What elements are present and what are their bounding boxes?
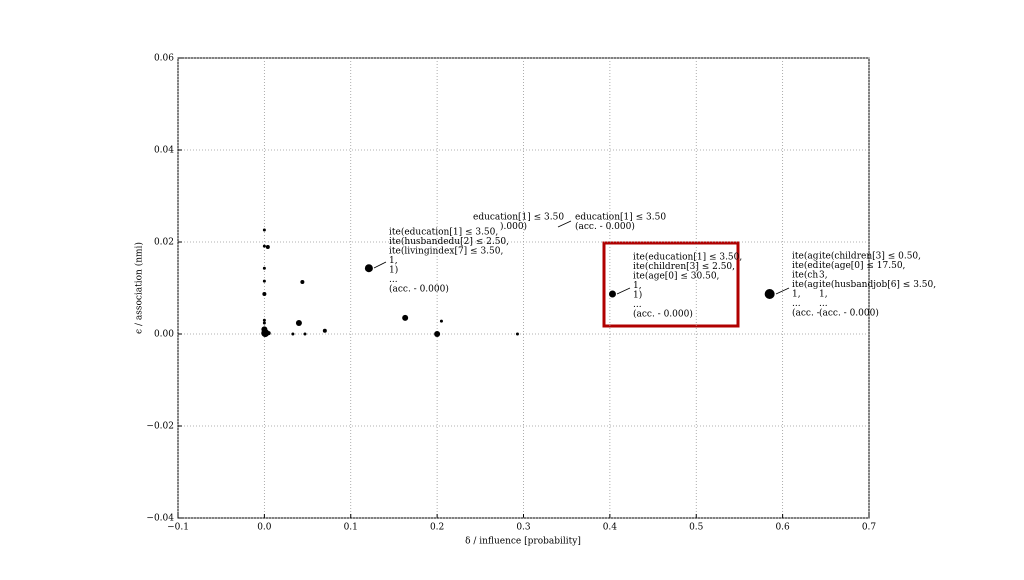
y-axis-label: ϵ / association (nmi) [134, 242, 145, 334]
annotation-text: 1, [633, 281, 642, 291]
scatter-point [402, 314, 409, 321]
scatter-point [439, 319, 443, 323]
x-tick-label: 0.0 [257, 523, 272, 533]
annotation-text: ite(husbandjob[6] ≤ 3.50, [819, 279, 936, 290]
annotation-text: education[1] ≤ 3.50 [473, 213, 564, 223]
annotation-text: ).000) [500, 221, 527, 232]
annotation-text: education[1] ≤ 3.50 [575, 213, 666, 223]
annotation-text: ite(husbandedu[2] ≤ 2.50, [389, 236, 509, 247]
scatter-point [322, 328, 327, 333]
y-tick-label: 0.06 [154, 54, 174, 64]
annotation-text: (acc. - 0.000) [575, 221, 635, 232]
annotation-text: ite(ag [792, 251, 819, 262]
scatter-point [262, 318, 266, 322]
annotation-text: (acc. - 0.000) [819, 308, 879, 319]
scatter-point [266, 331, 271, 336]
annotation-text: ite(age[0] ≤ 17.50, [819, 260, 905, 271]
y-tick-label: −0.04 [146, 514, 174, 524]
annotation-arrow [775, 287, 790, 295]
scatter-point [364, 264, 373, 273]
annotation-text: 1, [792, 290, 801, 300]
scatter-point [295, 319, 302, 326]
annotation-text: ite(age[0] ≤ 30.50, [633, 271, 719, 282]
x-tick-label: 0.4 [603, 523, 618, 533]
y-tick-label: 0.04 [154, 146, 174, 156]
annotation-text: ite(education[1] ≤ 3.50, [389, 227, 498, 238]
scatter-point [764, 288, 775, 299]
annotation-text: 1, [389, 256, 398, 266]
annotation-text: ite(education[1] ≤ 3.50, [633, 252, 742, 263]
annotation-text: (acc. - 0.000) [633, 309, 693, 320]
x-tick-label: 0.5 [689, 523, 704, 533]
annotation-text: (acc. - 0.000) [389, 284, 449, 295]
scatter-point [291, 332, 295, 336]
annotation-arrow [616, 287, 631, 295]
scatter-point [303, 332, 307, 336]
y-tick-label: −0.02 [146, 422, 174, 432]
annotation-text: ... [389, 275, 398, 285]
scatter-point [434, 331, 441, 337]
annotation-arrow [557, 220, 572, 228]
scatter-point [608, 290, 616, 298]
x-tick-label: 0.7 [862, 523, 877, 533]
annotation-text: ... [819, 299, 828, 309]
annotation-text: ... [792, 299, 801, 309]
scatter-point [261, 329, 270, 338]
annotation-text: ite(ed [792, 260, 819, 271]
scatter-point [262, 279, 266, 283]
annotation-text: (acc. - [792, 308, 820, 319]
annotation-text: ite(ag [792, 279, 819, 290]
scatter-point [262, 244, 266, 248]
scatter-point [262, 291, 267, 296]
x-tick-label: 0.2 [430, 523, 444, 533]
annotation-text: 1) [389, 265, 398, 276]
scatter-point [262, 228, 266, 232]
annotation-text: ite(livingindex[7] ≤ 3.50, [389, 246, 503, 257]
y-tick-label: 0.00 [154, 330, 174, 340]
annotation-text: 3, [819, 271, 828, 281]
scatter-point [515, 332, 519, 336]
annotation-text: ... [633, 300, 642, 310]
x-tick-label: 0.1 [344, 523, 358, 533]
y-tick-label: 0.02 [154, 238, 174, 248]
highlight-box [602, 241, 740, 328]
annotation-text: ite(children[3] ≤ 0.50, [819, 251, 921, 262]
annotation-text: 1, [819, 290, 828, 300]
annotation-arrow [373, 261, 387, 269]
scatter-point [262, 266, 266, 270]
scatter-point [300, 280, 305, 285]
scatter-point [262, 321, 266, 325]
annotation-text: 1) [633, 290, 642, 301]
x-tick-label: 0.6 [775, 523, 790, 533]
x-axis-label: δ / influence [probability] [465, 537, 581, 547]
annotation-text: ite(children[3] ≤ 2.50, [633, 261, 735, 272]
x-tick-label: −0.1 [167, 523, 189, 533]
annotation-text: ite(ch [792, 270, 818, 281]
scatter-point [265, 245, 270, 250]
x-tick-label: 0.3 [516, 523, 531, 533]
